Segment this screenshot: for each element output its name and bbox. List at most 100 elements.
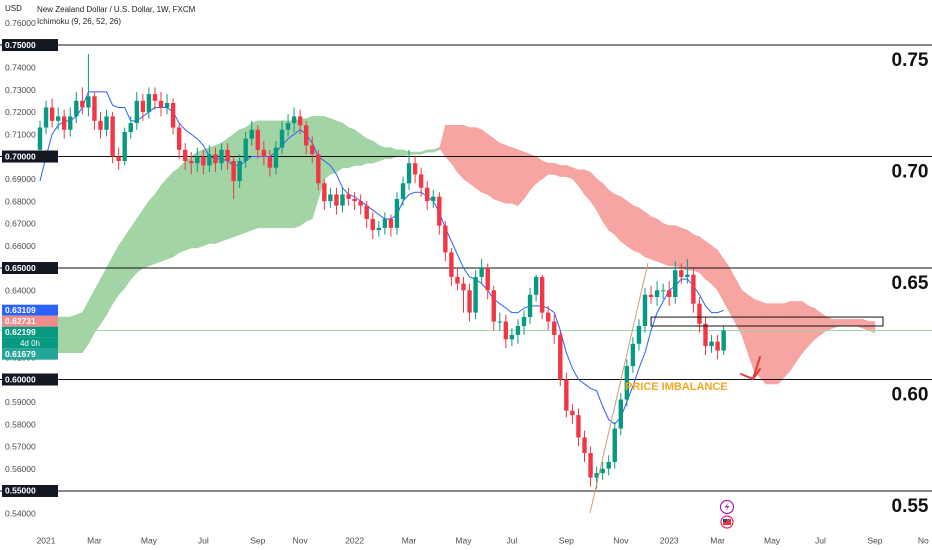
candle-body bbox=[527, 294, 533, 318]
candle-body bbox=[334, 194, 339, 206]
candle-body bbox=[322, 183, 327, 202]
candle-body bbox=[558, 334, 563, 380]
candle-body bbox=[612, 428, 617, 462]
candle-body bbox=[86, 96, 91, 108]
indicator-title: Ichimoku (9, 26, 52, 26) bbox=[37, 17, 121, 26]
cloud-segment bbox=[705, 240, 712, 285]
cloud-segment bbox=[69, 314, 77, 354]
level-axis-label: 0.55000 bbox=[5, 486, 36, 496]
axis-layer: 0.76000 0.74000 0.73000 0.72000 0.71000 0.690… bbox=[2, 18, 929, 545]
lightning bbox=[724, 502, 730, 512]
x-tick-label: Jul bbox=[198, 535, 209, 545]
candle-body bbox=[455, 276, 460, 284]
cloud-segment bbox=[777, 303, 785, 385]
y-tick-label: 0.72000 bbox=[5, 107, 36, 117]
cloud-segment bbox=[76, 312, 83, 354]
y-tick-label: 0.69000 bbox=[5, 174, 36, 184]
cloud-segment bbox=[668, 225, 676, 267]
flag bbox=[723, 519, 731, 525]
cloud-segment bbox=[366, 138, 374, 164]
candle-body bbox=[685, 274, 690, 277]
y-tick-label: 0.57000 bbox=[5, 442, 36, 452]
candle-body bbox=[654, 290, 660, 297]
candle-body bbox=[630, 343, 636, 367]
candle-body bbox=[49, 107, 55, 121]
level-axis-box bbox=[2, 262, 58, 275]
cloud-segment bbox=[644, 211, 652, 260]
candle-body bbox=[116, 156, 121, 161]
candle-body bbox=[431, 196, 436, 202]
cloud-segment bbox=[136, 209, 144, 274]
candle-body bbox=[110, 116, 115, 157]
candle-body bbox=[92, 96, 97, 121]
level-label: 0.75 bbox=[892, 50, 929, 71]
candle-body bbox=[546, 312, 551, 322]
candle-body bbox=[479, 268, 484, 277]
candle-body bbox=[316, 154, 321, 184]
x-tick-label: Sep bbox=[559, 535, 574, 545]
candle-body bbox=[400, 183, 406, 199]
cloud-segment bbox=[771, 303, 779, 385]
candle-body bbox=[225, 149, 230, 161]
cloud-segment bbox=[862, 318, 870, 331]
candle-body bbox=[140, 100, 146, 112]
candle-body bbox=[291, 116, 297, 124]
trend-line bbox=[589, 262, 649, 514]
candle-body bbox=[237, 160, 242, 182]
level-label: 0.65 bbox=[892, 273, 929, 294]
cloud-segment bbox=[130, 217, 138, 280]
candle-body bbox=[412, 163, 418, 175]
cloud-segment bbox=[759, 301, 767, 385]
cloud-segment bbox=[354, 129, 361, 166]
candle-body bbox=[104, 116, 109, 130]
arrow-shaft bbox=[752, 356, 761, 380]
price-label-box bbox=[2, 304, 58, 316]
candle-body bbox=[358, 201, 363, 206]
currency: USD bbox=[5, 4, 22, 13]
price-label: 0.61679 bbox=[5, 349, 36, 359]
x-tick-label: Nov bbox=[293, 535, 309, 545]
level-axis-box bbox=[2, 150, 58, 163]
price-label: 0.62199 bbox=[5, 327, 36, 337]
candle-body bbox=[388, 218, 394, 228]
x-tick-label: Mar bbox=[710, 535, 725, 545]
candle-body bbox=[231, 160, 236, 182]
cloud-segment bbox=[118, 235, 125, 296]
cloud-segment bbox=[384, 147, 392, 160]
cloud-segment bbox=[408, 151, 416, 155]
candle-body bbox=[98, 120, 103, 130]
candle-body bbox=[594, 473, 599, 478]
candle-body bbox=[304, 125, 309, 146]
cloud-segment bbox=[566, 165, 573, 180]
candle-body bbox=[310, 145, 315, 155]
candle-body bbox=[624, 366, 630, 400]
candle-body bbox=[648, 294, 654, 297]
cloud-segment bbox=[674, 225, 682, 269]
cloud-segment bbox=[505, 144, 513, 204]
candle-body bbox=[134, 100, 139, 124]
x-tick-label: 2021 bbox=[37, 535, 56, 545]
cloud-segment bbox=[517, 149, 525, 207]
candle-body bbox=[37, 127, 43, 150]
candle-body bbox=[467, 290, 472, 313]
candle-body bbox=[582, 437, 587, 454]
cloud-segment bbox=[687, 229, 694, 271]
countdown-box bbox=[2, 337, 58, 349]
cloud-segment bbox=[547, 162, 555, 175]
candle-body bbox=[128, 123, 133, 132]
event-icons bbox=[719, 499, 735, 529]
cloud-segment bbox=[269, 120, 277, 229]
candle-body bbox=[176, 127, 182, 150]
chart-title: New Zealand Dollar / U.S. Dollar, 1W, FX… bbox=[37, 5, 196, 14]
level-axis-box bbox=[2, 484, 58, 497]
candle-body bbox=[642, 294, 648, 326]
cloud-segment bbox=[481, 129, 489, 195]
level-axis-label: 0.70000 bbox=[5, 151, 36, 161]
x-tick-label: Sep bbox=[250, 535, 265, 545]
cloud-segment bbox=[614, 194, 622, 243]
y-tick-label: 0.76000 bbox=[5, 18, 36, 28]
candle-body bbox=[267, 156, 273, 168]
price-label: 0.62731 bbox=[5, 316, 36, 326]
